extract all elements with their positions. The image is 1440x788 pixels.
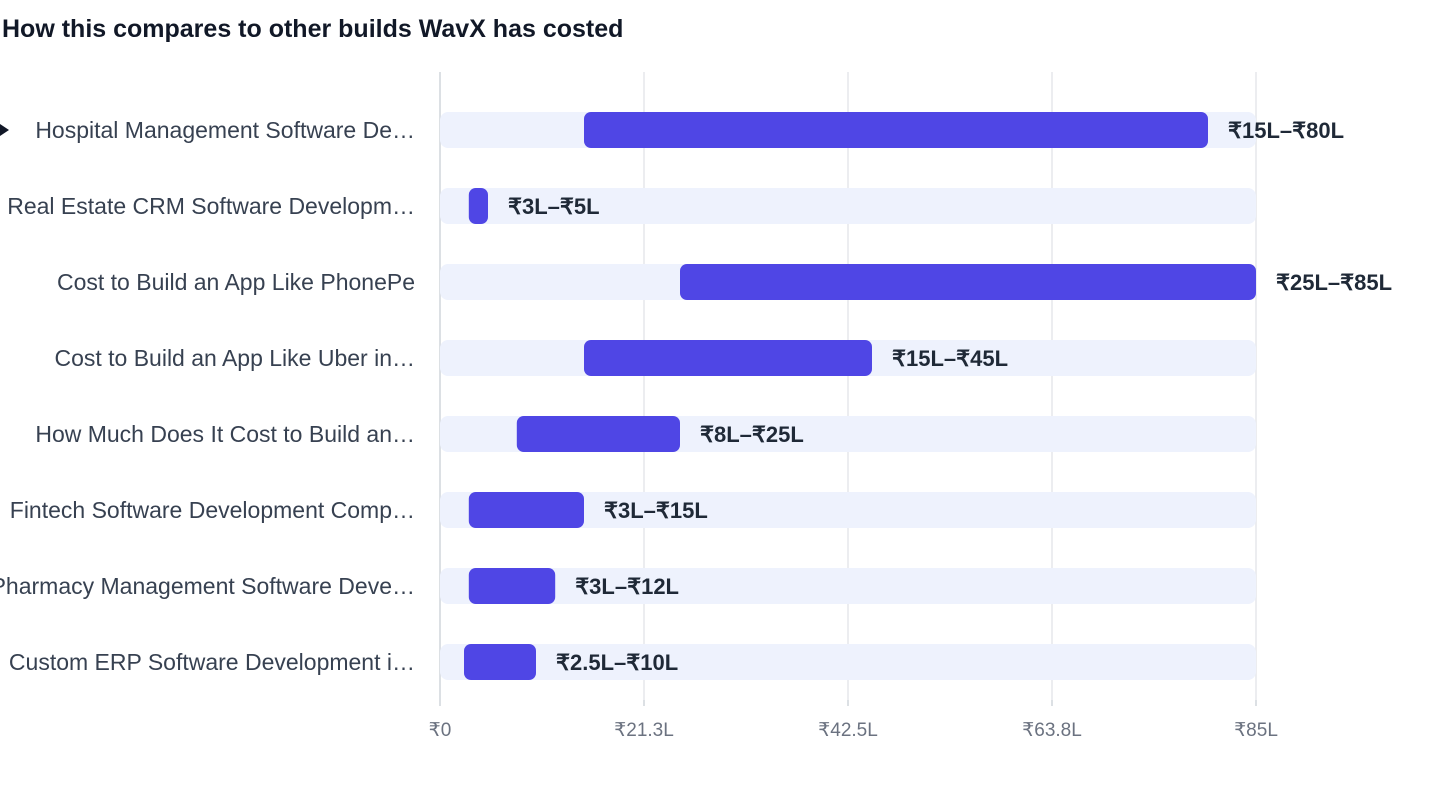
chart-title: How this compares to other builds WavX h… (2, 15, 624, 43)
value-label: ₹3L–₹15L (604, 498, 708, 523)
category-label: Hospital Management Software De… (35, 117, 415, 143)
category-label: Cost to Build an App Like PhonePe (57, 269, 415, 295)
category-label: Custom ERP Software Development i… (9, 649, 415, 675)
bar-track (440, 644, 1256, 680)
x-tick-label: ₹21.3L (614, 720, 674, 741)
range-bar[interactable] (680, 264, 1256, 300)
category-label: Pharmacy Management Software Deve… (0, 573, 415, 599)
category-label: Cost to Build an App Like Uber in… (54, 345, 415, 371)
value-label: ₹15L–₹45L (892, 346, 1008, 371)
value-label: ₹2.5L–₹10L (556, 650, 678, 675)
x-tick-label: ₹63.8L (1022, 720, 1082, 741)
gridlines (439, 72, 1257, 700)
bar-track (440, 568, 1256, 604)
range-bar[interactable] (468, 188, 488, 224)
range-bar[interactable] (516, 416, 680, 452)
range-bar[interactable] (584, 340, 872, 376)
range-bar[interactable] (468, 492, 584, 528)
category-label: Real Estate CRM Software Developm… (7, 193, 415, 219)
value-label: ₹3L–₹5L (508, 194, 600, 219)
category-label: How Much Does It Cost to Build an… (35, 421, 415, 447)
range-bar[interactable] (468, 568, 556, 604)
value-labels: ₹15L–₹80L ₹3L–₹5L ₹25L–₹85L ₹15L–₹45L ₹8L–₹2… (508, 118, 1392, 675)
x-axis-ticks: ₹0 ₹21.3L ₹42.5L ₹63.8L ₹85L (429, 700, 1278, 741)
x-tick-label: ₹85L (1234, 720, 1278, 741)
value-label: ₹3L–₹12L (575, 574, 679, 599)
category-label: Fintech Software Development Comp… (10, 497, 415, 523)
range-bar[interactable] (584, 112, 1208, 148)
range-bar[interactable] (464, 644, 536, 680)
bar-track (440, 492, 1256, 528)
range-bars (464, 112, 1256, 680)
bar-track (440, 188, 1256, 224)
value-label: ₹15L–₹80L (1228, 118, 1344, 143)
value-label: ₹25L–₹85L (1276, 270, 1392, 295)
category-labels: Hospital Management Software De… Real Est… (0, 117, 415, 675)
x-tick-label: ₹0 (429, 720, 452, 741)
current-marker-icon (0, 124, 9, 136)
value-label: ₹8L–₹25L (700, 422, 804, 447)
x-tick-label: ₹42.5L (818, 720, 878, 741)
